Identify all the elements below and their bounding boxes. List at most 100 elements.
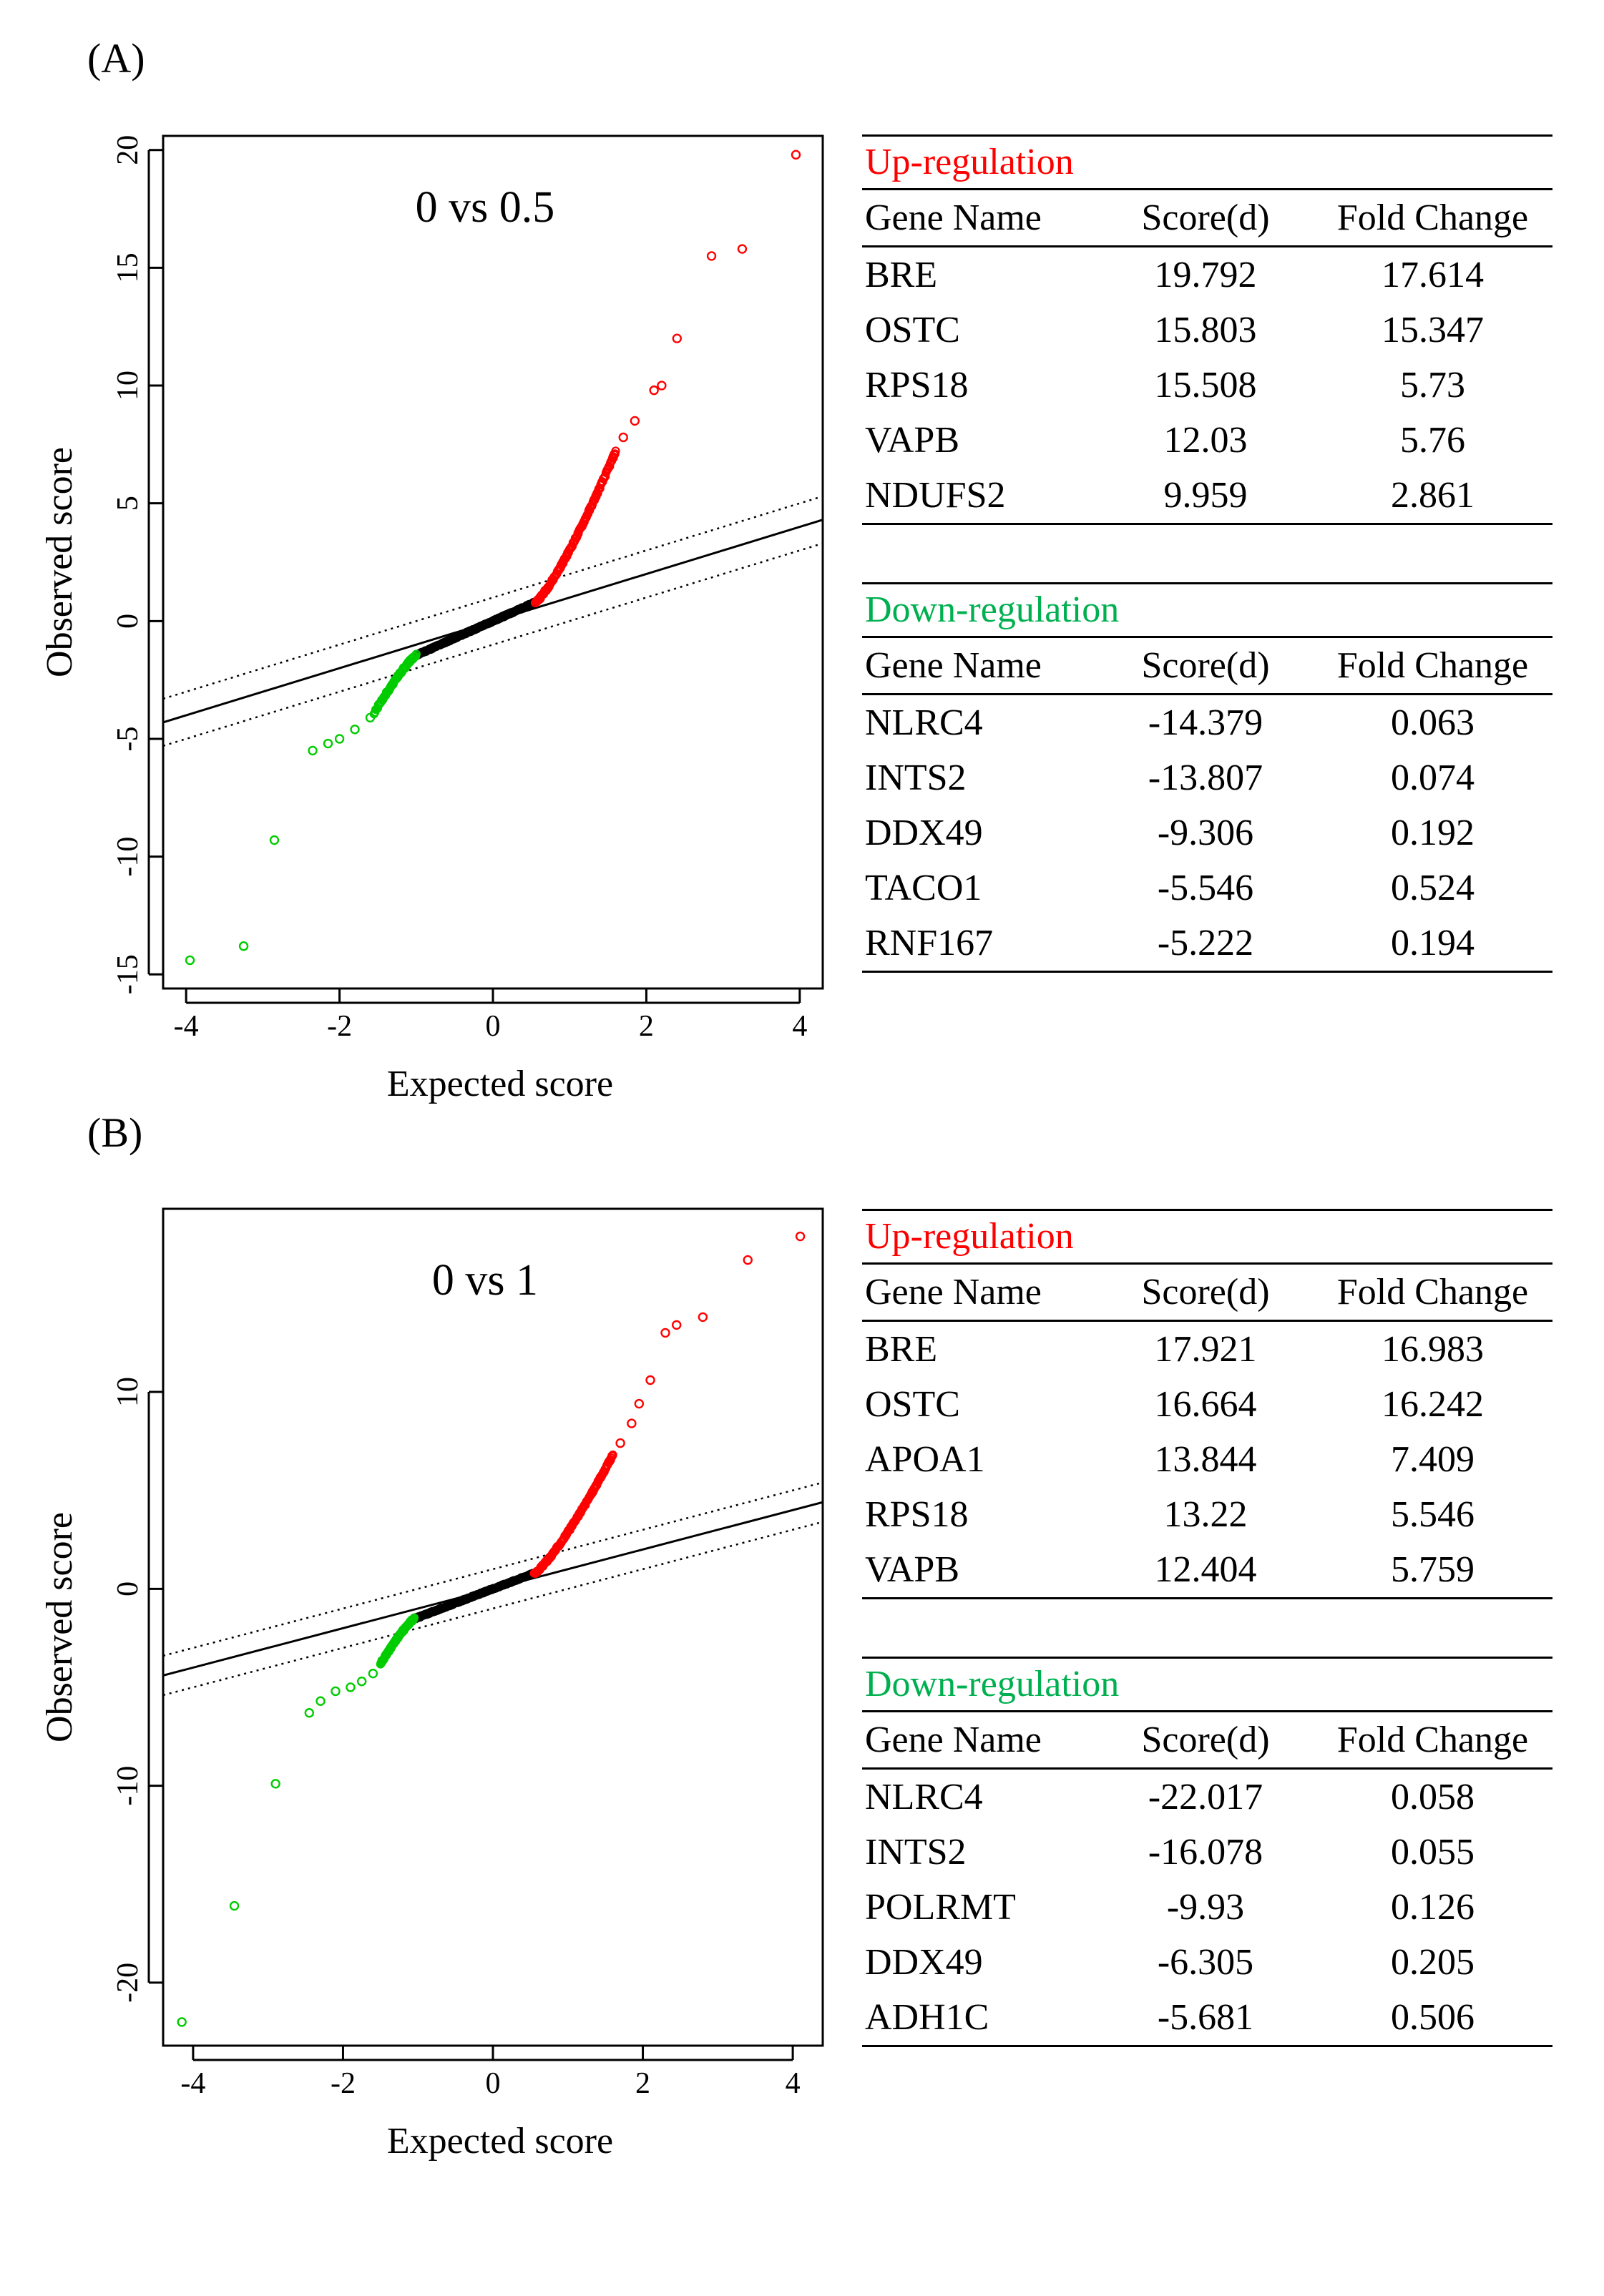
y-axis-label: Observed score (39, 1512, 80, 1742)
x-tick-label: 2 (639, 1010, 654, 1043)
fold-change: 0.058 (1391, 1777, 1475, 1817)
down-outlier-point (365, 712, 376, 723)
table-b-top-rule (862, 1209, 1552, 1211)
score: -5.546 (1157, 868, 1254, 908)
down-regulation-title-a: Down-regulation (865, 589, 1120, 630)
table-row: OSTC 15.803 15.347 (862, 303, 1552, 358)
table-row: ADH1C -5.681 0.506 (862, 1990, 1552, 2045)
x-tick-label: 4 (786, 2067, 801, 2100)
score: -9.93 (1166, 1887, 1245, 1928)
down-outlier-point (269, 835, 280, 845)
down-outlier-point (356, 1677, 367, 1687)
up-outlier-point (791, 149, 801, 160)
fold-change: 7.409 (1391, 1439, 1475, 1480)
up-header-row-a: Gene Name Score(d) Fold Change (862, 190, 1552, 245)
fold-change: 17.614 (1382, 255, 1484, 295)
header-fold-change: Fold Change (1336, 645, 1529, 686)
score: 9.959 (1163, 475, 1248, 516)
y-tick-label: 10 (112, 1377, 145, 1407)
table-row: RPS18 13.22 5.546 (862, 1487, 1552, 1542)
header-score: Score(d) (1141, 197, 1270, 238)
table-b-down-top-rule (862, 1657, 1552, 1659)
table-a-header-bottom-rule (862, 245, 1552, 247)
fold-change: 0.506 (1391, 1997, 1475, 2038)
fold-change: 15.347 (1382, 310, 1484, 350)
down-outlier-point (238, 941, 249, 951)
x-axis-label: Expected score (387, 2121, 613, 2162)
y-tick-label: 10 (112, 371, 145, 401)
fold-change: 0.205 (1391, 1942, 1475, 1983)
up-outlier-point (618, 432, 628, 443)
down-outlier-point (304, 1708, 315, 1718)
up-outlier-point (634, 1398, 645, 1409)
sam-plot-a: -4 -2 0 2 4 -15 -10 -5 0 5 10 15 20 Expected score Obs… (0, 122, 844, 1223)
gene-name: RPS18 (865, 1494, 969, 1535)
sam-plot-b: -4 -2 0 2 4 -20 -10 0 10 Expected score Observed s… (0, 1194, 844, 2296)
table-a-top-rule (862, 134, 1552, 137)
y-tick-label: 20 (112, 135, 145, 165)
table-b: Up-regulation Gene Name Score(d) Fold Ch… (862, 1209, 1552, 2047)
gene-name: NDUFS2 (865, 475, 1006, 516)
header-gene-name: Gene Name (865, 197, 1042, 238)
header-fold-change: Fold Change (1336, 197, 1529, 238)
up-outlier-point (706, 251, 717, 261)
y-tick-label: -15 (112, 954, 145, 994)
down-outlier-point (270, 1779, 280, 1789)
up-outlier-point (657, 381, 667, 391)
table-row: VAPB 12.03 5.76 (862, 413, 1552, 468)
score: 15.803 (1154, 310, 1257, 350)
up-outlier-point (627, 1418, 637, 1428)
up-outlier-point (660, 1328, 670, 1338)
header-score: Score(d) (1141, 1719, 1270, 1760)
table-row: TACO1 -5.546 0.524 (862, 860, 1552, 916)
y-tick-label: -20 (112, 1963, 145, 2003)
x-tick-label: -2 (327, 1010, 352, 1043)
fold-change: 16.983 (1382, 1329, 1484, 1370)
fold-change: 5.546 (1391, 1494, 1475, 1535)
gene-name: INTS2 (865, 757, 967, 798)
x-tick-label: 0 (486, 1010, 501, 1043)
header-fold-change: Fold Change (1336, 1719, 1529, 1760)
score: -9.306 (1157, 813, 1254, 853)
table-a-down-header-bottom-rule (862, 693, 1552, 695)
lower-delta-line (163, 1521, 823, 1697)
y-axis-label: Observed score (39, 447, 80, 677)
plot-area (163, 1231, 823, 2027)
score: -16.078 (1148, 1832, 1263, 1873)
table-a-down-bottom-rule (862, 971, 1552, 973)
plot-area (163, 149, 823, 966)
up-outlier-point (672, 333, 683, 343)
table-b-up-bottom-rule (862, 1597, 1552, 1599)
x-tick-label: -2 (331, 2067, 356, 2100)
table-row: DDX49 -9.306 0.192 (862, 805, 1552, 860)
gene-name: INTS2 (865, 1832, 967, 1873)
panel-label-b: (B) (87, 1109, 143, 1156)
gene-name: VAPB (865, 420, 960, 461)
down-outlier-point (316, 1696, 326, 1706)
upper-delta-line (163, 1481, 823, 1657)
table-a-header-rule (862, 188, 1552, 190)
score: -5.222 (1157, 923, 1254, 963)
table-b-down-bottom-rule (862, 2045, 1552, 2047)
gene-name: APOA1 (865, 1439, 985, 1480)
fold-change: 2.861 (1391, 475, 1475, 516)
score: -13.807 (1148, 757, 1263, 798)
score: 15.508 (1154, 365, 1257, 406)
table-row: NLRC4 -14.379 0.063 (862, 695, 1552, 750)
down-outlier-point (334, 734, 345, 744)
fold-change: 0.055 (1391, 1832, 1475, 1873)
up-outlier-point (795, 1231, 806, 1242)
down-regulation-title-b: Down-regulation (865, 1664, 1120, 1704)
plot-title: 0 vs 0.5 (416, 183, 555, 232)
x-axis-label: Expected score (387, 1064, 613, 1104)
table-row: NLRC4 -22.017 0.058 (862, 1770, 1552, 1825)
up-outlier-point (615, 1438, 625, 1448)
down-header-row-a: Gene Name Score(d) Fold Change (862, 638, 1552, 693)
gene-name: DDX49 (865, 1942, 983, 1983)
up-regulation-title-a: Up-regulation (865, 142, 1074, 182)
down-outlier-point (368, 1668, 378, 1679)
fold-change: 5.76 (1400, 420, 1465, 461)
y-tick-label: 5 (112, 496, 145, 511)
header-score: Score(d) (1141, 1272, 1270, 1313)
